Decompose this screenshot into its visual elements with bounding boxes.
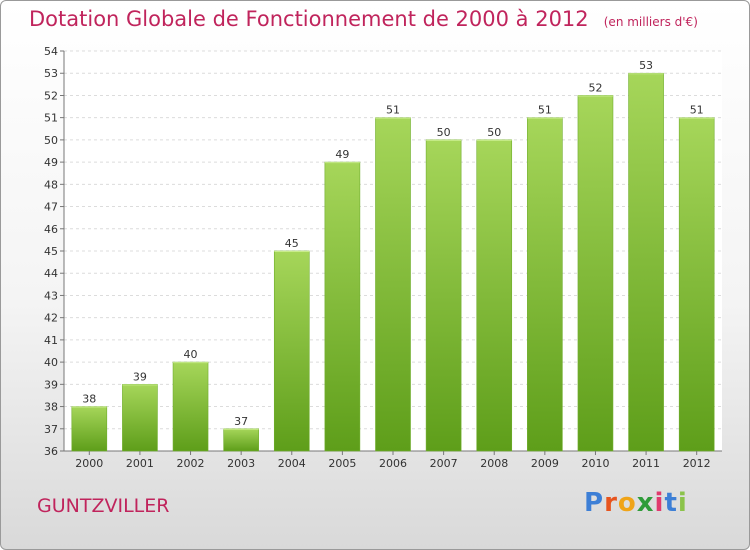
data-label: 52 [588,81,602,94]
data-label: 53 [639,59,653,72]
bar [527,117,563,452]
logo-letter: x [636,488,655,518]
bar [172,361,209,452]
y-tick-label: 38 [44,401,58,414]
y-tick-label: 53 [44,67,58,80]
data-label: 51 [538,104,552,117]
data-label: 49 [335,148,349,161]
x-tick-label: 2009 [531,457,559,470]
data-label: 45 [285,237,299,250]
proxiti-logo: Proxiti [584,488,688,518]
bar [273,250,310,452]
x-tick-label: 2002 [177,457,205,470]
y-tick-label: 50 [44,134,58,147]
y-tick-label: 40 [44,356,58,369]
y-tick-label: 36 [44,445,58,458]
y-tick-label: 49 [44,156,58,169]
bar [425,139,462,452]
y-tick-label: 45 [44,245,58,258]
bar [375,117,411,452]
y-tick-label: 39 [44,378,58,391]
logo-letter: P [584,488,605,518]
data-label: 40 [184,348,198,361]
x-tick-label: 2010 [581,457,609,470]
data-label: 39 [133,370,147,383]
bar [628,72,664,452]
x-tick-label: 2011 [632,457,660,470]
y-tick-label: 43 [44,289,58,302]
bar [223,428,259,452]
bar [476,139,513,452]
data-label: 50 [437,126,451,139]
y-tick-label: 54 [44,45,58,58]
y-tick-label: 37 [44,423,58,436]
x-tick-label: 2008 [480,457,508,470]
unit-note: (en milliers d'€) [603,15,698,29]
bar [324,161,361,452]
logo-letter: i [654,488,665,518]
bar [71,406,108,452]
data-label: 51 [386,104,400,117]
x-tick-label: 2004 [278,457,306,470]
logo-letter: r [604,488,618,518]
data-label: 37 [234,415,248,428]
data-label: 50 [487,126,501,139]
x-tick-label: 2000 [75,457,103,470]
y-tick-label: 44 [44,267,58,280]
y-tick-label: 41 [44,334,58,347]
commune-name: GUNTZVILLER [37,495,170,517]
logo-letter: t [664,488,678,518]
bar [577,95,614,452]
logo-letter: i [677,488,688,518]
chart-title-text: Dotation Globale de Fonctionnement de 20… [29,7,589,31]
x-tick-label: 2001 [126,457,154,470]
logo-letter: o [617,488,637,518]
x-tick-label: 2006 [379,457,407,470]
y-tick-label: 52 [44,89,58,102]
data-label: 38 [82,393,96,406]
y-tick-label: 51 [44,112,58,125]
chart-title: Dotation Globale de Fonctionnement de 20… [29,7,698,31]
data-label: 51 [690,104,704,117]
x-tick-label: 2012 [683,457,711,470]
y-tick-label: 46 [44,223,58,236]
bar [122,384,158,452]
bar [678,117,715,452]
y-tick-label: 48 [44,178,58,191]
y-tick-label: 47 [44,201,58,214]
y-tick-label: 42 [44,312,58,325]
x-tick-label: 2005 [328,457,356,470]
x-tick-label: 2003 [227,457,255,470]
x-tick-label: 2007 [430,457,458,470]
